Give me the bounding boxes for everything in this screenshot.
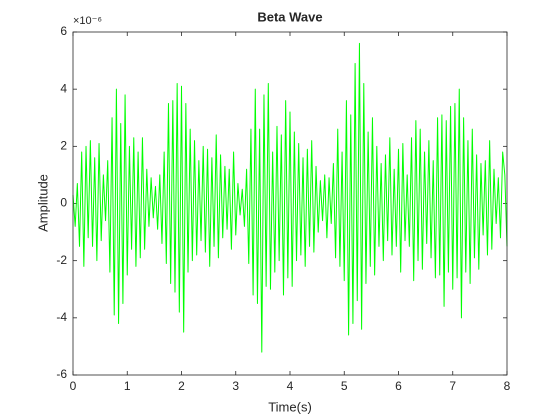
y-tick-label: -2 bbox=[56, 253, 67, 267]
y-tick-label: 0 bbox=[60, 196, 67, 210]
y-tick-label: 4 bbox=[60, 81, 67, 95]
x-tick-label: 5 bbox=[341, 379, 348, 393]
x-axis-label: Time(s) bbox=[268, 399, 312, 414]
y-tick-label: -6 bbox=[56, 367, 67, 381]
x-tick-label: 7 bbox=[449, 379, 456, 393]
y-tick-label: 2 bbox=[60, 139, 67, 153]
x-tick-label: 6 bbox=[395, 379, 402, 393]
x-tick-label: 4 bbox=[287, 379, 294, 393]
y-axis-label: Amplitude bbox=[35, 174, 50, 232]
x-tick-label: 2 bbox=[178, 379, 185, 393]
plot-frame bbox=[72, 31, 508, 376]
x-tick-label: 8 bbox=[504, 379, 511, 393]
x-tick-label: 1 bbox=[124, 379, 131, 393]
x-tick-label: 3 bbox=[232, 379, 239, 393]
chart-title: Beta Wave bbox=[257, 9, 322, 24]
x-tick-label: 0 bbox=[70, 379, 77, 393]
data-line bbox=[72, 42, 508, 353]
y-exponent-label: ×10⁻⁶ bbox=[73, 15, 102, 27]
y-tick-label: -4 bbox=[56, 310, 67, 324]
y-tick-label: 6 bbox=[60, 24, 67, 38]
